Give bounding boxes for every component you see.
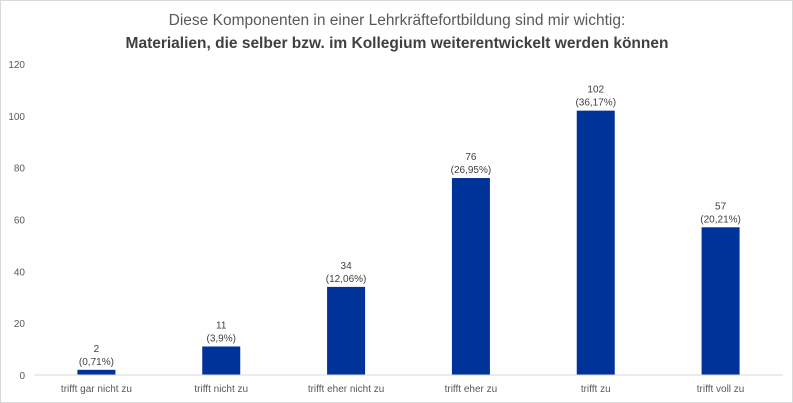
data-label-percent: (12,06%)	[326, 274, 367, 285]
y-tick-label: 40	[14, 267, 26, 278]
y-tick-label: 100	[8, 112, 25, 123]
y-tick-label: 0	[19, 371, 25, 382]
data-labels: 2 (0,71%) 11 (3,9%) 34 (12,06%) 76 (26,95%) 102 (…	[79, 85, 741, 368]
data-label-percent: (36,17%)	[575, 98, 616, 109]
bar	[451, 178, 490, 375]
data-label-value: 76	[465, 152, 477, 163]
data-label-value: 102	[587, 85, 604, 96]
bar	[327, 286, 366, 375]
y-axis-ticks: 0 20 40 60 80 100 120	[8, 60, 25, 382]
x-axis-labels: trifft gar nicht zu trifft nicht zu trifft…	[61, 384, 744, 395]
x-tick-label: trifft zu	[581, 384, 611, 395]
data-label-value: 34	[341, 261, 353, 272]
data-label-value: 11	[216, 320, 227, 331]
bar	[77, 369, 116, 375]
y-tick-label: 120	[8, 60, 25, 71]
x-tick-label: trifft nicht zu	[194, 384, 248, 395]
data-label-value: 2	[94, 344, 100, 355]
y-tick-label: 80	[14, 164, 26, 175]
y-tick-label: 60	[14, 216, 26, 227]
data-label-value: 57	[715, 201, 727, 212]
data-label-percent: (20,21%)	[700, 214, 741, 225]
data-label-percent: (0,71%)	[79, 357, 114, 368]
data-label-percent: (26,95%)	[451, 165, 492, 176]
bar	[576, 110, 615, 376]
x-tick-label: trifft gar nicht zu	[61, 384, 132, 395]
x-tick-label: trifft eher zu	[445, 384, 498, 395]
data-label-percent: (3,9%)	[207, 333, 236, 344]
x-tick-label: trifft eher nicht zu	[308, 384, 385, 395]
chart-subtitle: Materialien, die selber bzw. im Kollegiu…	[126, 35, 669, 52]
bar	[202, 346, 241, 375]
x-tick-label: trifft voll zu	[697, 384, 745, 395]
chart-title: Diese Komponenten in einer Lehrkräftefor…	[169, 12, 626, 29]
y-tick-label: 20	[14, 319, 26, 330]
bars	[77, 110, 740, 376]
bar	[701, 227, 740, 375]
